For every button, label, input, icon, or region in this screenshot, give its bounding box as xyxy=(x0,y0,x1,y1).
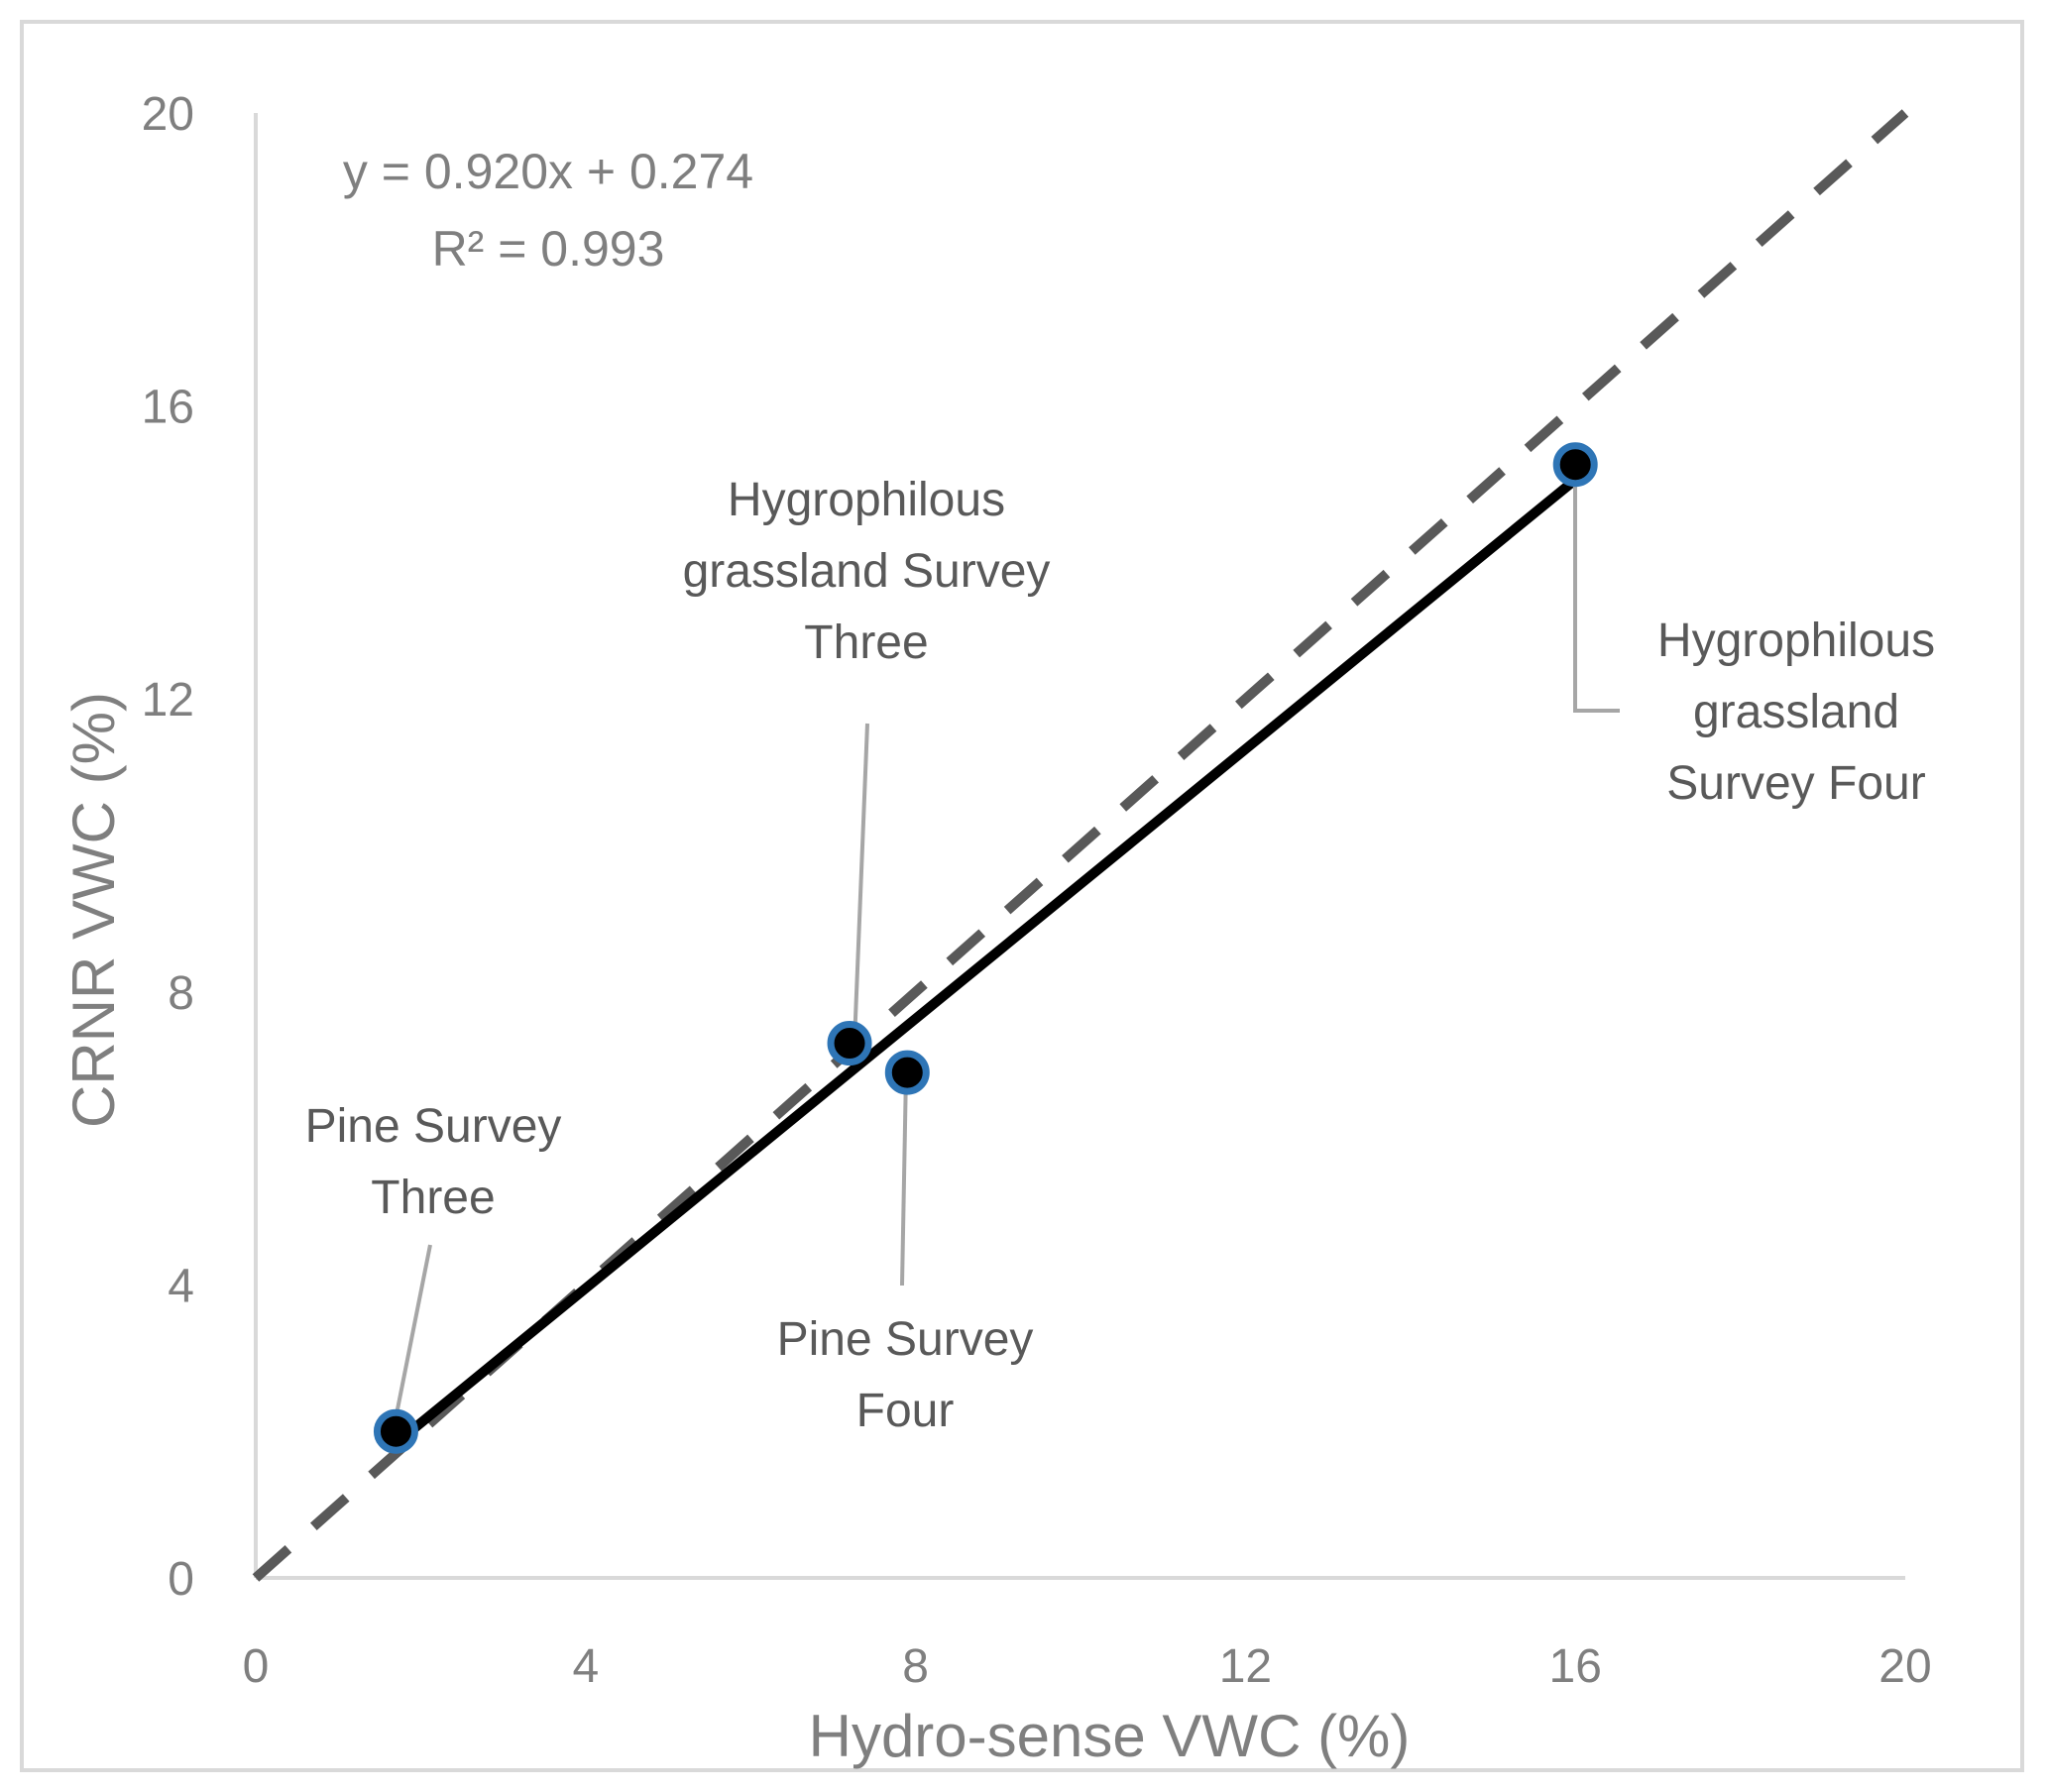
tick-labels: 0 4 8 12 16 20 0 4 8 12 16 20 xyxy=(142,88,1932,1693)
y-tick-label: 4 xyxy=(168,1260,194,1312)
data-label-line: Pine Survey xyxy=(305,1100,562,1153)
y-tick-label: 16 xyxy=(142,382,194,434)
x-axis-title: Hydro-sense VWC (%) xyxy=(809,1703,1411,1769)
y-tick-label: 12 xyxy=(142,674,194,727)
data-label-line: Hygrophilous xyxy=(728,474,1005,526)
leader-lines xyxy=(395,469,1620,1415)
x-tick-label: 8 xyxy=(902,1640,929,1693)
data-label: Hygrophilous grassland Survey Three xyxy=(683,474,1051,669)
x-tick-label: 0 xyxy=(243,1640,270,1693)
data-labels: Pine Survey Three Hygrophilous grassland Su… xyxy=(305,474,1935,1437)
trendline-r2: R² = 0.993 xyxy=(432,221,665,277)
data-label: Pine Survey Three xyxy=(305,1100,562,1224)
y-tick-label: 0 xyxy=(168,1553,194,1606)
data-label-line: Three xyxy=(804,616,928,669)
data-point xyxy=(1552,442,1598,488)
data-label-line: grassland xyxy=(1693,686,1899,738)
trendline-equation: y = 0.920x + 0.274 xyxy=(343,144,753,199)
data-label: Pine Survey Four xyxy=(777,1313,1034,1437)
x-tick-label: 16 xyxy=(1549,1640,1602,1693)
y-axis-title: CRNR VWC (%) xyxy=(60,692,127,1128)
y-tick-label: 20 xyxy=(142,88,194,141)
data-point xyxy=(827,1021,872,1066)
data-point xyxy=(373,1408,418,1454)
one-to-one-line xyxy=(252,109,1909,1582)
data-point xyxy=(884,1050,930,1095)
x-tick-label: 20 xyxy=(1878,1640,1931,1693)
data-points xyxy=(373,442,1598,1454)
axes xyxy=(254,113,1905,1580)
data-label-line: grassland Survey xyxy=(683,545,1051,598)
leader-line xyxy=(395,1244,432,1415)
data-label-line: Hygrophilous xyxy=(1657,615,1935,667)
leader-line xyxy=(900,1071,908,1287)
trendline xyxy=(391,474,1581,1449)
y-tick-label: 8 xyxy=(168,967,194,1020)
leader-line xyxy=(1573,469,1620,713)
data-label: Hygrophilous grassland Survey Four xyxy=(1657,615,1935,810)
data-label-line: Pine Survey xyxy=(777,1313,1034,1366)
x-tick-label: 4 xyxy=(572,1640,599,1693)
lines xyxy=(252,109,1909,1582)
leader-line xyxy=(853,723,869,1044)
data-label-line: Survey Four xyxy=(1666,757,1925,810)
data-label-line: Four xyxy=(856,1385,955,1437)
x-tick-label: 12 xyxy=(1219,1640,1272,1693)
data-label-line: Three xyxy=(371,1172,495,1224)
